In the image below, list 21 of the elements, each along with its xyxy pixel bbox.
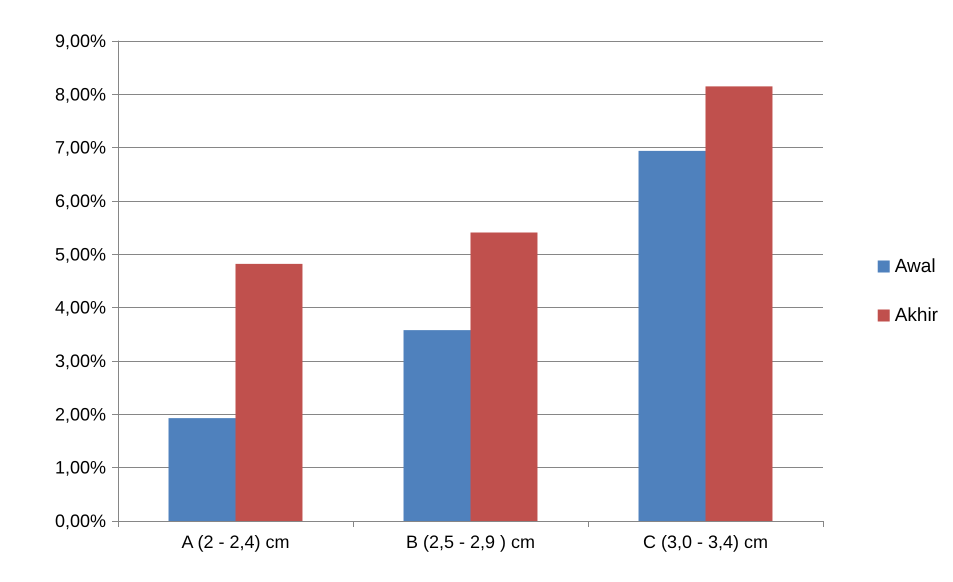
bar xyxy=(236,264,302,521)
y-tick-label: 2,00% xyxy=(54,404,106,424)
y-tick-label: 6,00% xyxy=(54,191,106,211)
legend-label: Akhir xyxy=(894,305,939,326)
y-tick-label: 7,00% xyxy=(54,138,106,158)
bar xyxy=(470,232,538,521)
legend-label: Awal xyxy=(894,256,936,277)
y-tick-label: 4,00% xyxy=(54,298,106,318)
y-tick-label: 8,00% xyxy=(54,84,106,104)
bar xyxy=(404,330,470,521)
y-tick-label: 0,00% xyxy=(54,511,106,531)
bar xyxy=(706,86,772,521)
y-tick-label: 3,00% xyxy=(54,351,106,371)
x-tick-label: A (2 - 2,4) cm xyxy=(181,532,290,552)
x-tick-label: B (2,5 - 2,9 ) cm xyxy=(406,532,536,552)
x-tick-label: C (3,0 - 3,4) cm xyxy=(642,532,768,552)
y-tick-label: 5,00% xyxy=(54,244,106,264)
y-tick-label: 9,00% xyxy=(54,31,106,51)
y-tick-label: 1,00% xyxy=(54,458,106,478)
bar xyxy=(168,418,236,521)
bar xyxy=(638,150,706,521)
